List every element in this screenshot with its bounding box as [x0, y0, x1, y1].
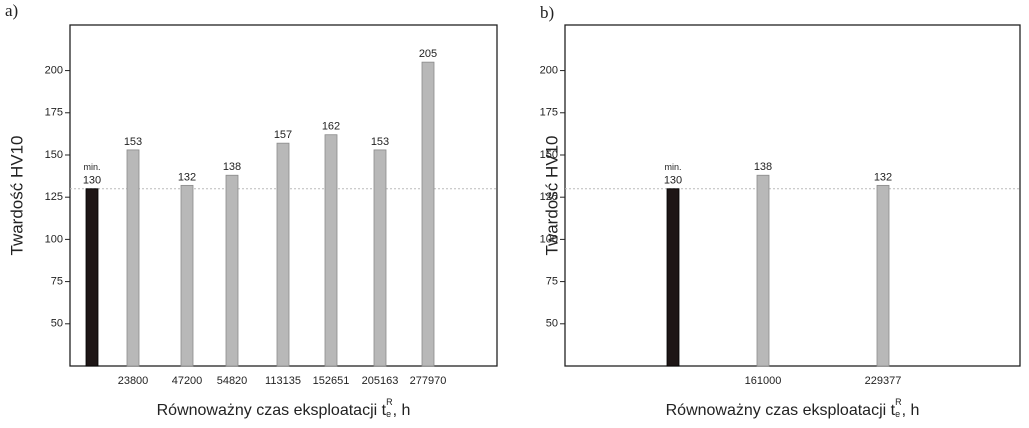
x-tick-label: 152651 [313, 375, 350, 387]
value-label: 205 [419, 48, 437, 60]
y-tick-label: 125 [45, 191, 63, 203]
y-tick-label: 100 [45, 233, 63, 245]
x-tick-label: 113135 [265, 375, 301, 387]
y-tick-label: 150 [540, 149, 558, 161]
panel-label: b) [540, 3, 554, 22]
x-axis-label-tail: , h [902, 402, 920, 419]
y-tick-label: 200 [540, 64, 558, 76]
y-tick-label: 125 [540, 191, 558, 203]
x-axis-label-main: Równoważny czas eksploatacji t [157, 402, 387, 419]
value-label: 157 [274, 129, 292, 141]
x-axis-label-sup: R [386, 397, 393, 407]
y-tick-label: 50 [546, 318, 558, 330]
y-tick-label: 75 [51, 276, 63, 288]
x-tick-label: 277970 [410, 375, 447, 387]
x-tick-label: 229377 [865, 375, 902, 387]
value-label: 132 [874, 171, 892, 183]
bar [756, 174, 770, 367]
x-tick-label: 23800 [118, 375, 149, 387]
y-tick-label: 175 [45, 107, 63, 119]
x-axis-label-tail: , h [393, 402, 411, 419]
y-tick-label: 50 [51, 318, 63, 330]
bar [180, 184, 194, 367]
value-label: 138 [754, 161, 772, 173]
bar [666, 188, 680, 367]
value-label: 153 [371, 136, 389, 148]
x-tick-label: 161000 [745, 375, 782, 387]
bar [225, 174, 239, 367]
value-label: 162 [322, 121, 340, 133]
value-label: 132 [178, 171, 196, 183]
y-tick-label: 175 [540, 107, 558, 119]
bar [85, 188, 99, 367]
x-axis-label-sup: R [895, 397, 902, 407]
x-axis-label: Równoważny czas eksploatacji teR, h [157, 397, 411, 419]
x-axis-label: Równoważny czas eksploatacji teR, h [666, 397, 920, 419]
bar [276, 142, 290, 367]
bar [373, 149, 387, 367]
bar [421, 61, 435, 367]
value-label: 153 [124, 136, 142, 148]
plot-frame [564, 24, 1021, 367]
value-label: 130 [83, 175, 101, 187]
value-label: 130 [664, 175, 682, 187]
x-axis-label-sub: e [386, 409, 391, 419]
y-tick-label: 200 [45, 64, 63, 76]
y-tick-label: 75 [546, 276, 558, 288]
panel-label: a) [5, 1, 18, 20]
y-tick-label: 100 [540, 233, 558, 245]
y-tick-label: 150 [45, 149, 63, 161]
x-tick-label: 54820 [217, 375, 248, 387]
x-tick-label: 205163 [362, 375, 399, 387]
y-axis-label: Twardość HV10 [7, 136, 26, 256]
bar [876, 184, 890, 367]
bar [126, 149, 140, 367]
x-tick-label: 47200 [172, 375, 203, 387]
annotation: min. [83, 162, 100, 172]
x-axis-label-main: Równoważny czas eksploatacji t [666, 402, 896, 419]
x-axis-label-sub: e [895, 409, 900, 419]
value-label: 138 [223, 161, 241, 173]
y-axis-label: Twardość HV10 [542, 136, 561, 256]
annotation: min. [664, 162, 681, 172]
bar [324, 134, 338, 367]
